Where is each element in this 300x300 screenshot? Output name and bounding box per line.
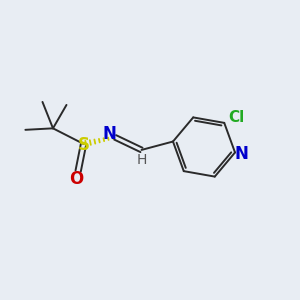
Text: H: H (137, 152, 147, 167)
Text: Cl: Cl (229, 110, 245, 125)
Text: N: N (235, 145, 249, 163)
Text: O: O (70, 170, 84, 188)
Text: N: N (103, 125, 117, 143)
Text: S: S (77, 136, 89, 154)
